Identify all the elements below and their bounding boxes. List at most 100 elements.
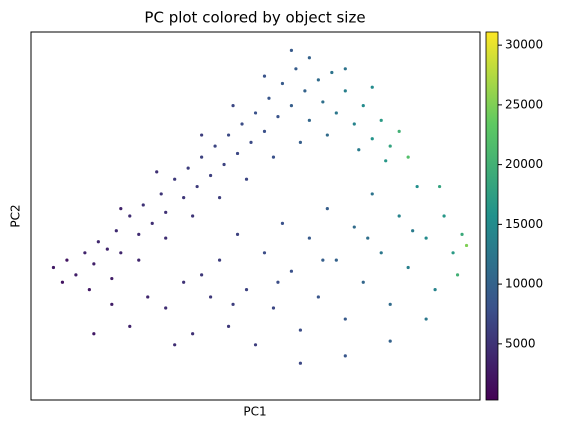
point	[92, 262, 96, 266]
point	[289, 48, 294, 53]
point	[437, 184, 442, 189]
point	[280, 81, 285, 86]
point	[92, 332, 96, 336]
point	[173, 177, 177, 181]
point	[388, 339, 392, 343]
point	[361, 280, 365, 284]
point	[114, 229, 118, 233]
point	[262, 74, 267, 78]
colorbar-tick-label: 25000	[505, 97, 543, 111]
point	[321, 258, 325, 262]
point	[397, 214, 401, 218]
point	[213, 144, 217, 148]
point	[191, 214, 195, 218]
point	[415, 184, 419, 189]
point	[289, 269, 294, 273]
point	[307, 236, 311, 240]
colorbar-tick-label: 10000	[505, 277, 543, 291]
point	[249, 140, 253, 144]
point	[182, 280, 186, 284]
point	[271, 155, 276, 159]
point	[146, 295, 150, 299]
point	[334, 258, 338, 262]
chart-title: PC plot colored by object size	[144, 9, 365, 27]
point	[65, 258, 69, 262]
point	[334, 111, 338, 115]
point	[217, 196, 222, 200]
point	[276, 280, 280, 284]
point	[366, 236, 370, 240]
point	[384, 159, 388, 163]
point	[343, 354, 347, 358]
colorbar-tick-label: 5000	[505, 336, 536, 350]
point	[343, 317, 347, 321]
point	[51, 265, 56, 270]
point	[137, 258, 141, 262]
point	[235, 232, 240, 236]
point	[164, 306, 168, 310]
point	[370, 192, 374, 196]
point	[325, 133, 329, 137]
plot-frame	[30, 31, 481, 401]
point	[253, 343, 258, 347]
point	[267, 96, 271, 100]
point	[361, 104, 365, 108]
point	[379, 251, 383, 255]
colorbar-tick-label: 15000	[505, 217, 543, 231]
point	[253, 111, 258, 115]
point	[96, 240, 100, 244]
point	[388, 302, 392, 306]
point	[209, 173, 213, 178]
point	[262, 129, 267, 133]
point	[352, 225, 356, 229]
point	[455, 273, 460, 277]
point	[343, 67, 347, 71]
point	[316, 295, 320, 299]
point	[226, 133, 231, 137]
point	[195, 184, 199, 189]
point	[83, 251, 87, 255]
colorbar-tick-label: 20000	[505, 157, 543, 171]
point	[217, 258, 222, 262]
point	[128, 214, 132, 218]
point	[271, 306, 276, 310]
point	[424, 236, 428, 240]
point	[276, 115, 280, 119]
point	[150, 221, 154, 225]
point	[411, 229, 415, 233]
point	[433, 288, 437, 292]
point	[370, 85, 374, 89]
point	[209, 295, 213, 299]
point	[110, 302, 114, 306]
point	[119, 207, 123, 211]
point	[321, 100, 325, 104]
point	[244, 288, 249, 292]
point	[191, 332, 195, 336]
point	[200, 273, 204, 277]
point	[298, 361, 302, 365]
point	[105, 247, 109, 251]
point	[186, 166, 190, 170]
point	[424, 317, 428, 321]
point	[280, 221, 285, 225]
point	[343, 89, 347, 93]
point	[294, 67, 298, 71]
point	[298, 328, 302, 332]
point	[128, 324, 132, 328]
point	[298, 140, 302, 144]
point	[226, 324, 231, 328]
point	[110, 276, 114, 281]
point	[137, 232, 141, 236]
point	[352, 122, 356, 126]
point	[164, 236, 168, 240]
point	[231, 104, 235, 108]
point	[406, 155, 410, 159]
point	[397, 129, 401, 133]
point	[244, 177, 249, 181]
point	[460, 232, 464, 236]
point	[289, 104, 294, 108]
colorbar-tick-label: 30000	[505, 38, 543, 52]
point	[357, 148, 361, 152]
point	[87, 288, 91, 292]
point	[155, 170, 159, 174]
